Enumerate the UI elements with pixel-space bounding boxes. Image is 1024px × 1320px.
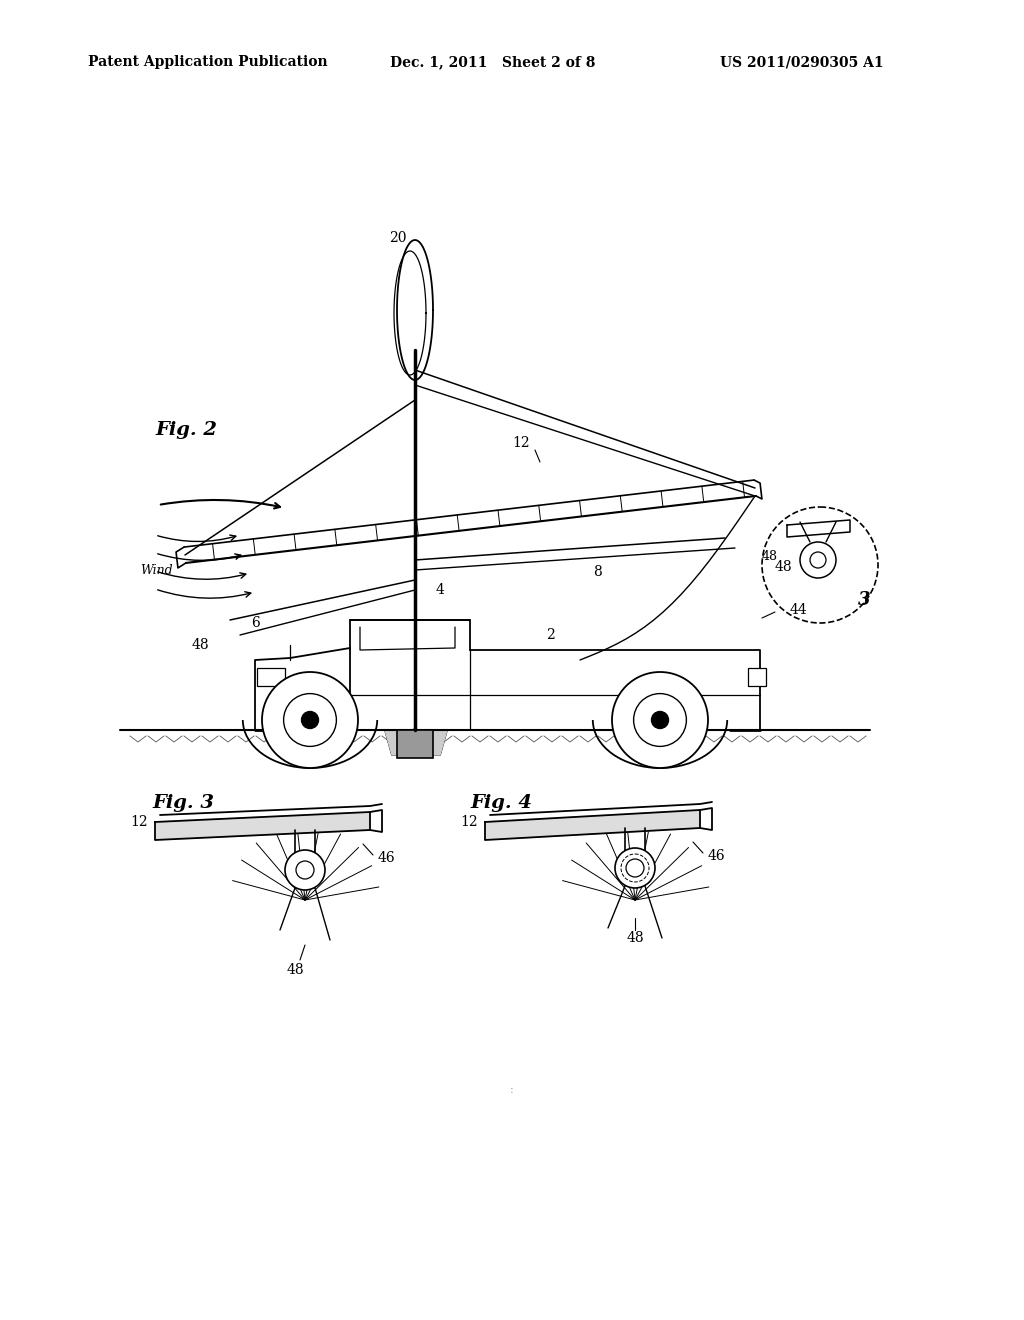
Circle shape bbox=[284, 693, 337, 746]
Circle shape bbox=[301, 711, 318, 729]
Polygon shape bbox=[485, 810, 700, 840]
Circle shape bbox=[615, 847, 655, 888]
Text: 6: 6 bbox=[251, 616, 259, 630]
Text: 48: 48 bbox=[191, 638, 209, 652]
Circle shape bbox=[626, 859, 644, 876]
Text: 12: 12 bbox=[461, 814, 478, 829]
Text: 8: 8 bbox=[594, 565, 602, 579]
Circle shape bbox=[285, 850, 325, 890]
Circle shape bbox=[634, 693, 686, 746]
Text: Fig. 3: Fig. 3 bbox=[152, 795, 214, 812]
Text: 12: 12 bbox=[512, 436, 530, 450]
Circle shape bbox=[612, 672, 708, 768]
Text: Dec. 1, 2011   Sheet 2 of 8: Dec. 1, 2011 Sheet 2 of 8 bbox=[390, 55, 595, 69]
Text: Fig. 4: Fig. 4 bbox=[470, 795, 532, 812]
Circle shape bbox=[800, 543, 836, 578]
Text: 20: 20 bbox=[389, 231, 407, 246]
Text: Fig. 2: Fig. 2 bbox=[155, 421, 217, 440]
Text: US 2011/0290305 A1: US 2011/0290305 A1 bbox=[720, 55, 884, 69]
Text: Wind: Wind bbox=[140, 564, 173, 577]
Bar bbox=[397, 730, 433, 758]
Circle shape bbox=[810, 552, 826, 568]
Circle shape bbox=[296, 861, 314, 879]
Text: 44: 44 bbox=[790, 603, 808, 616]
Text: 48: 48 bbox=[762, 549, 778, 562]
Text: 3: 3 bbox=[858, 591, 870, 609]
Circle shape bbox=[651, 711, 669, 729]
Text: 48: 48 bbox=[286, 964, 304, 977]
Text: 46: 46 bbox=[378, 851, 395, 865]
Text: Patent Application Publication: Patent Application Publication bbox=[88, 55, 328, 69]
Text: 48: 48 bbox=[627, 931, 644, 945]
Bar bbox=[257, 668, 285, 686]
Text: 4: 4 bbox=[435, 583, 444, 597]
Polygon shape bbox=[385, 730, 447, 755]
Text: 46: 46 bbox=[708, 849, 726, 863]
Text: 12: 12 bbox=[130, 814, 148, 829]
Bar bbox=[748, 668, 766, 686]
Polygon shape bbox=[155, 812, 370, 840]
Text: 48: 48 bbox=[775, 560, 793, 574]
Text: 2: 2 bbox=[546, 628, 554, 642]
Circle shape bbox=[262, 672, 358, 768]
Text: :: : bbox=[510, 1085, 514, 1096]
